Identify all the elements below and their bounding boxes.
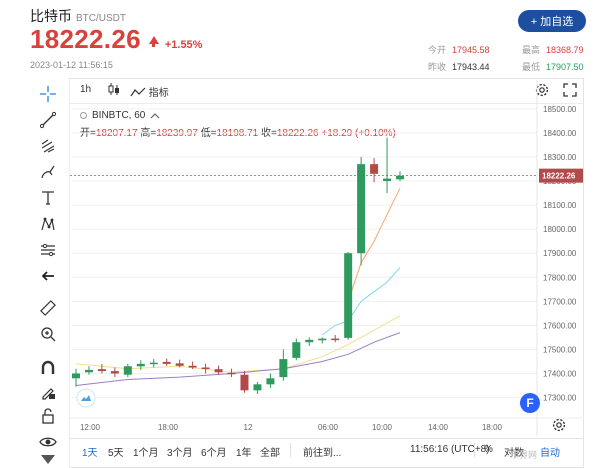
back-arrow-icon xyxy=(41,271,54,281)
symbol-legend: BINBTC, 60 xyxy=(80,110,160,121)
visibility-tool[interactable] xyxy=(36,432,60,452)
magnet-icon xyxy=(41,360,55,374)
watermark: 币界网 xyxy=(510,450,538,460)
range-bar: 1天 5天 1个月 3个月 6个月 1年 全部 前往到... 11:56:16 … xyxy=(70,438,584,460)
lock-tool[interactable] xyxy=(36,406,60,426)
lock-draw-tool[interactable] xyxy=(36,382,60,402)
change-percent: +1.55% xyxy=(164,39,203,51)
range-1m[interactable]: 1个月 xyxy=(133,448,159,459)
zoom-in-icon xyxy=(41,327,56,342)
collapse-toolbar[interactable] xyxy=(36,450,60,468)
lock-icon xyxy=(42,408,54,424)
log-toggle[interactable]: 对数 xyxy=(504,448,524,459)
symbol-name: BINBTC, 60 xyxy=(92,110,146,121)
range-all[interactable]: 全部 xyxy=(260,448,280,459)
range-5d[interactable]: 5天 xyxy=(108,448,124,459)
price-up-arrow-icon xyxy=(148,36,159,47)
tradingview-logo[interactable]: F xyxy=(520,393,540,413)
measure-tool[interactable] xyxy=(36,240,60,260)
chart-settings-button[interactable] xyxy=(535,83,549,102)
ohlc-low: 18198.71 xyxy=(216,128,259,139)
tv-logo[interactable] xyxy=(76,388,96,413)
chevron-up-icon[interactable] xyxy=(150,112,160,120)
price-row: 18222.26 +1.55% xyxy=(30,24,202,55)
text-tool[interactable] xyxy=(36,188,60,208)
lock-draw-icon xyxy=(42,388,55,400)
coin-title: 比特币 BTC/USDT xyxy=(30,6,126,26)
eye-icon xyxy=(39,437,57,447)
divider xyxy=(290,443,291,457)
cloud-logo-icon xyxy=(76,388,96,408)
magnet-tool[interactable] xyxy=(36,358,60,378)
fib-tool[interactable] xyxy=(36,136,60,156)
brush-icon xyxy=(41,165,55,179)
goto-date-button[interactable]: 前往到... xyxy=(303,448,342,459)
ohlc-legend: 开=18207.17 高=18239.97 低=18198.71 收=18222… xyxy=(80,128,396,139)
zoom-tool[interactable] xyxy=(36,324,60,344)
auto-toggle[interactable]: 自动 xyxy=(540,448,560,459)
percent-toggle[interactable]: % xyxy=(484,444,493,455)
range-6m[interactable]: 6个月 xyxy=(201,448,227,459)
ruler-icon xyxy=(40,300,56,316)
range-1y[interactable]: 1年 xyxy=(236,448,252,459)
stat-prev-close: 昨收 17943.44 xyxy=(428,62,490,72)
brush-tool[interactable] xyxy=(36,162,60,182)
chevron-down-icon xyxy=(41,455,55,464)
pattern-tool[interactable] xyxy=(36,214,60,234)
current-price: 18222.26 xyxy=(30,24,141,54)
ohlc-change: +18.29 (+0.10%) xyxy=(321,128,396,139)
trading-pair: BTC/USDT xyxy=(76,13,126,24)
fullscreen-button[interactable] xyxy=(563,83,577,102)
fib-icon xyxy=(41,139,55,153)
fullscreen-icon xyxy=(563,83,577,97)
axis-settings-button[interactable] xyxy=(552,418,566,437)
measure-icon xyxy=(41,243,55,257)
chart-toolbar: 1h 指标 xyxy=(70,78,584,104)
quote-header: 比特币 BTC/USDT 18222.26 +1.55% 2023-01-12 1… xyxy=(0,0,600,80)
pattern-icon xyxy=(41,217,55,231)
text-icon xyxy=(42,191,54,205)
bar-style-button[interactable] xyxy=(108,82,120,99)
stat-low: 最低 17907.50 xyxy=(522,62,584,72)
coin-name: 比特币 xyxy=(30,8,72,24)
crosshair-icon xyxy=(40,86,56,102)
indicator-icon xyxy=(130,87,146,97)
trend-line-tool[interactable] xyxy=(36,110,60,130)
ohlc-open: 18207.17 xyxy=(95,128,138,139)
indicators-button[interactable]: 指标 xyxy=(130,84,169,99)
stat-high: 最高 18368.79 xyxy=(522,45,584,55)
clock-readout[interactable]: 11:56:16 (UTC+8) xyxy=(410,444,490,455)
ohlc-close: 18222.26 xyxy=(276,128,319,139)
stat-open: 今开 17945.58 xyxy=(428,45,490,55)
gear-icon xyxy=(552,418,566,432)
candle-style-icon xyxy=(108,83,119,95)
legend-dot-icon xyxy=(80,112,87,119)
ruler-tool[interactable] xyxy=(36,298,60,318)
settings-icon xyxy=(535,83,549,97)
add-watchlist-button[interactable]: + 加自选 xyxy=(518,10,586,32)
range-3m[interactable]: 3个月 xyxy=(167,448,193,459)
range-1d[interactable]: 1天 xyxy=(82,448,98,459)
crosshair-tool[interactable] xyxy=(36,84,60,104)
back-tool[interactable] xyxy=(36,266,60,286)
timestamp: 2023-01-12 11:56:15 xyxy=(30,60,113,70)
trend-line-icon xyxy=(39,111,57,129)
drawing-toolbar xyxy=(28,78,70,468)
interval-selector[interactable]: 1h xyxy=(80,84,92,95)
divider xyxy=(474,443,475,457)
ohlc-high: 18239.97 xyxy=(156,128,198,139)
